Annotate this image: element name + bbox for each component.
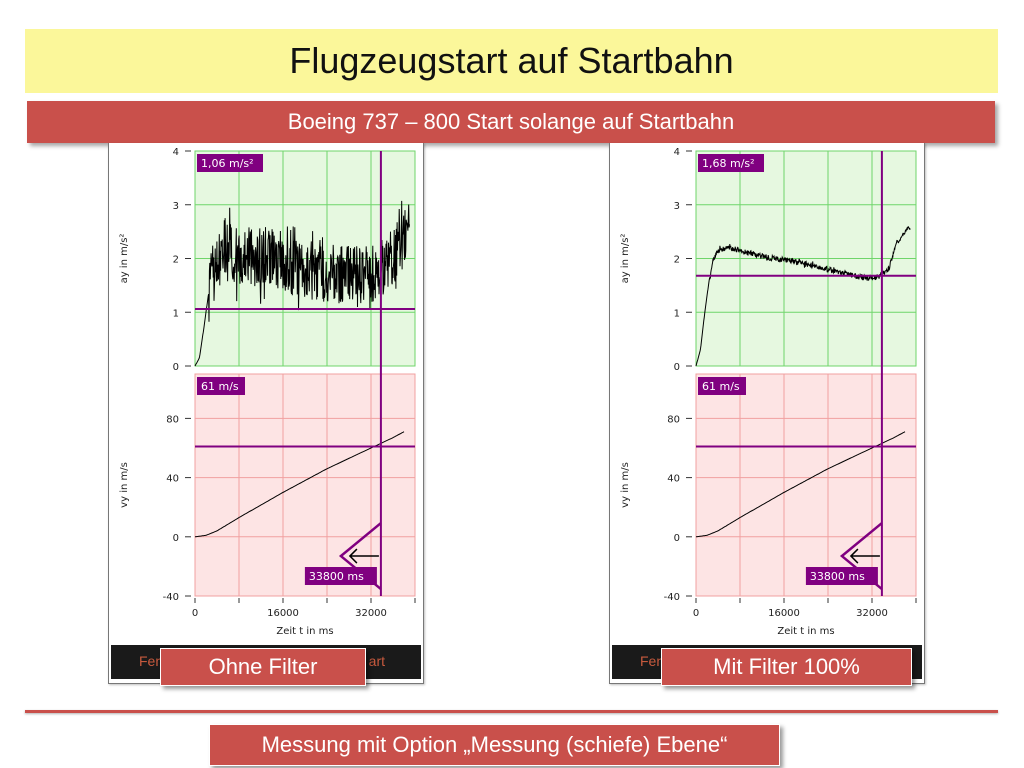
cursor-label: 33800 ms bbox=[309, 570, 364, 583]
x-tick-label: 32000 bbox=[355, 608, 387, 619]
acc-tick-label: 4 bbox=[674, 147, 680, 158]
x-tick-label: 32000 bbox=[856, 608, 888, 619]
vel-tick-label: 0 bbox=[173, 533, 179, 544]
acc-tick-label: 1 bbox=[173, 308, 179, 319]
x-tick-label: 0 bbox=[192, 608, 198, 619]
bottom-right-text[interactable]: art bbox=[368, 653, 385, 669]
vel-tick-label: -40 bbox=[664, 592, 680, 603]
chart-right: 0 1 2 3 4 1,68 m/s² ay in m/s² -40 0 40 80 61 m/s vy… bbox=[620, 147, 917, 637]
vel-series-line bbox=[695, 431, 906, 538]
vel-series-line bbox=[194, 431, 405, 538]
cursor-label-bg bbox=[805, 567, 878, 585]
acc-tick-label: 3 bbox=[173, 201, 179, 212]
acc-axis-label: ay in m/s² bbox=[620, 234, 631, 284]
cursor-label-bg bbox=[304, 567, 377, 585]
acc-axis-label: ay in m/s² bbox=[119, 234, 130, 284]
x-axis-label: Zeit t in ms bbox=[777, 626, 834, 637]
acc-tick-label: 0 bbox=[173, 362, 179, 373]
chart-left: 0 1 2 3 4 1,06 m/s² ay in m/s² -40 0 40 80 61 m/s vy… bbox=[119, 147, 416, 637]
page-title: Flugzeugstart auf Startbahn bbox=[289, 40, 734, 81]
vel-panel-bg bbox=[194, 373, 416, 597]
vel-marker-label-bg bbox=[197, 377, 245, 395]
bottom-left-text[interactable]: Fen bbox=[139, 653, 164, 669]
acc-marker-label-bg bbox=[197, 154, 263, 172]
footer-banner: Messung mit Option „Messung (schiefe) Eb… bbox=[209, 724, 780, 766]
filter-label-right: Mit Filter 100% bbox=[661, 648, 912, 686]
vel-marker-label: 61 m/s bbox=[201, 380, 239, 393]
acc-tick-label: 2 bbox=[173, 255, 179, 266]
vel-axis-label: vy in m/s bbox=[119, 462, 130, 508]
acc-tick-label: 4 bbox=[173, 147, 179, 158]
arrow-left-icon bbox=[849, 548, 880, 564]
device-left: 0 1 2 3 4 1,06 m/s² ay in m/s² -40 0 40 80 61 m/s vy… bbox=[108, 143, 424, 684]
acc-series-line bbox=[194, 200, 410, 367]
x-axis-label: Zeit t in ms bbox=[276, 626, 333, 637]
acc-marker-label: 1,68 m/s² bbox=[702, 157, 755, 170]
x-tick-label: 16000 bbox=[267, 608, 299, 619]
vel-panel-bg bbox=[695, 373, 917, 597]
vel-tick-label: 0 bbox=[674, 533, 680, 544]
title-bar: Flugzeugstart auf Startbahn bbox=[25, 29, 998, 93]
acc-marker-label: 1,06 m/s² bbox=[201, 157, 254, 170]
arrow-left-icon bbox=[348, 548, 379, 564]
device-right: 0 1 2 3 4 1,68 m/s² ay in m/s² -40 0 40 80 61 m/s vy… bbox=[609, 143, 925, 684]
cursor-label: 33800 ms bbox=[810, 570, 865, 583]
acc-tick-label: 0 bbox=[674, 362, 680, 373]
vel-tick-label: 80 bbox=[166, 414, 179, 425]
x-tick-label: 0 bbox=[693, 608, 699, 619]
bottom-divider bbox=[25, 710, 998, 713]
acc-tick-label: 1 bbox=[674, 308, 680, 319]
vel-tick-label: 40 bbox=[166, 474, 179, 485]
vel-tick-label: 80 bbox=[667, 414, 680, 425]
x-tick-label: 16000 bbox=[768, 608, 800, 619]
vel-marker-label-bg bbox=[698, 377, 746, 395]
acc-marker-label-bg bbox=[698, 154, 764, 172]
acc-tick-label: 3 bbox=[674, 201, 680, 212]
vel-axis-label: vy in m/s bbox=[620, 462, 631, 508]
vel-marker-label: 61 m/s bbox=[702, 380, 740, 393]
subtitle-banner: Boeing 737 – 800 Start solange auf Start… bbox=[27, 101, 995, 143]
acc-tick-label: 2 bbox=[674, 255, 680, 266]
filter-label-left: Ohne Filter bbox=[160, 648, 366, 686]
vel-tick-label: 40 bbox=[667, 474, 680, 485]
vel-tick-label: -40 bbox=[163, 592, 179, 603]
bottom-left-text[interactable]: Fen bbox=[640, 653, 665, 669]
